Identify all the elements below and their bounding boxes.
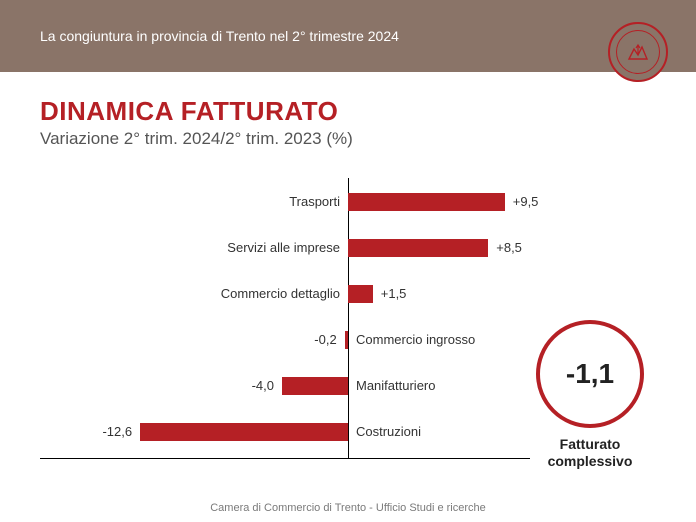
bar-row: Servizi alle imprese +8,5 xyxy=(0,228,696,266)
summary-circle: -1,1 xyxy=(536,320,644,428)
bar-row: Commercio dettaglio +1,5 xyxy=(0,274,696,312)
seal-icon xyxy=(625,39,651,65)
bar-category-label: Trasporti xyxy=(289,194,340,209)
bar xyxy=(348,193,505,211)
bar-value-label: -0,2 xyxy=(314,332,336,347)
bar xyxy=(345,331,348,349)
seal-badge xyxy=(608,22,668,82)
main-title: DINAMICA FATTURATO xyxy=(40,96,656,127)
bar xyxy=(282,377,348,395)
header-title: La congiuntura in provincia di Trento ne… xyxy=(40,28,399,44)
seal-inner-ring xyxy=(616,30,660,74)
header-band: La congiuntura in provincia di Trento ne… xyxy=(0,0,696,72)
bar-row: Trasporti +9,5 xyxy=(0,182,696,220)
bar-category-label: Commercio ingrosso xyxy=(356,332,475,347)
bar xyxy=(348,285,373,303)
bar-value-label: -12,6 xyxy=(102,424,132,439)
summary-label: Fatturato complessivo xyxy=(516,436,664,470)
bar-category-label: Manifatturiero xyxy=(356,378,435,393)
bar-category-label: Costruzioni xyxy=(356,424,421,439)
axis-base-line xyxy=(40,458,530,459)
bar-value-label: +9,5 xyxy=(513,194,539,209)
bar-category-label: Commercio dettaglio xyxy=(221,286,340,301)
title-block: DINAMICA FATTURATO Variazione 2° trim. 2… xyxy=(0,72,696,159)
subtitle: Variazione 2° trim. 2024/2° trim. 2023 (… xyxy=(40,129,656,149)
summary-label-line1: Fatturato xyxy=(560,436,621,452)
bar xyxy=(140,423,348,441)
bar-value-label: -4,0 xyxy=(252,378,274,393)
footer-text: Camera di Commercio di Trento - Ufficio … xyxy=(0,502,696,514)
summary-value: -1,1 xyxy=(566,358,614,390)
bar xyxy=(348,239,488,257)
bar-value-label: +8,5 xyxy=(496,240,522,255)
bar-category-label: Servizi alle imprese xyxy=(227,240,340,255)
summary-label-line2: complessivo xyxy=(548,453,633,469)
bar-value-label: +1,5 xyxy=(381,286,407,301)
